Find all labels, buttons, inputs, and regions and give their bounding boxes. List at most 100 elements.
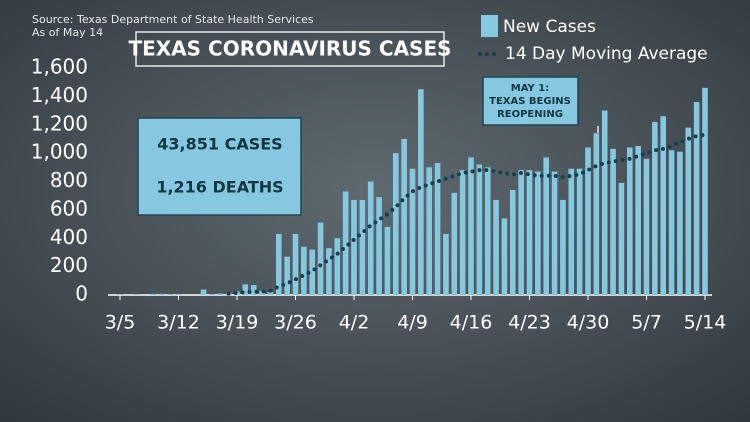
bar [618, 182, 625, 295]
bar [250, 285, 257, 295]
y-tick-label: 200 [50, 253, 88, 277]
bar [585, 147, 591, 295]
stat: 43,851 CASES [157, 135, 282, 154]
bar [242, 284, 249, 295]
y-tick-label: 800 [50, 168, 88, 192]
date-note: As of May 14 [32, 26, 103, 39]
bar [275, 233, 282, 295]
bar [601, 110, 608, 295]
bar [626, 147, 633, 295]
x-tick-label: 3/26 [274, 312, 317, 334]
bar [367, 181, 374, 295]
bar [693, 102, 700, 295]
bar [351, 199, 357, 295]
bar [284, 256, 290, 295]
chart-title: TEXAS CORONAVIRUS CASES [128, 37, 451, 61]
annotation: TEXAS BEGINS [489, 96, 571, 107]
bar [209, 294, 215, 295]
bar [317, 222, 324, 295]
bar [610, 148, 616, 295]
legend-label: New Cases [503, 17, 596, 37]
x-tick-label: 4/30 [567, 312, 610, 334]
bar [200, 289, 207, 295]
bar [451, 192, 458, 295]
y-tick-label: 0 [75, 282, 88, 306]
bar [267, 292, 274, 295]
bar [292, 233, 299, 295]
bar [526, 170, 533, 295]
bar [301, 246, 307, 295]
y-tick-label: 1,000 [31, 140, 88, 164]
x-tick-label: 4/23 [508, 312, 551, 334]
bar [660, 116, 667, 295]
bar [568, 168, 575, 295]
bar [359, 199, 366, 295]
bar [384, 226, 391, 295]
source: Source: Texas Department of State Health… [32, 13, 314, 26]
bar [392, 153, 399, 295]
bar [535, 171, 541, 295]
legend-label: 14 Day Moving Average [505, 44, 708, 64]
y-tick-label: 1,600 [31, 55, 88, 79]
bar [334, 238, 341, 295]
bar [434, 163, 441, 295]
bar [459, 170, 466, 295]
y-tick-label: 1,400 [31, 83, 88, 107]
x-tick-label: 4/16 [450, 312, 493, 334]
bar [476, 164, 483, 295]
legend-swatch [481, 15, 498, 37]
bar [576, 168, 583, 295]
x-tick-label: 3/5 [105, 312, 136, 334]
x-tick-label: 4/2 [339, 312, 370, 334]
title-box [135, 31, 445, 67]
x-tick-label: 3/19 [216, 312, 259, 334]
moving-average-line [226, 132, 707, 296]
bar [501, 218, 508, 295]
y-tick-label: 1,200 [31, 111, 88, 135]
bar [158, 293, 165, 295]
bar [409, 168, 416, 295]
stats-box [137, 117, 302, 216]
x-tick-label: 5/7 [631, 312, 662, 334]
bar [175, 294, 182, 295]
bar [551, 171, 558, 295]
bar [509, 190, 516, 295]
y-tick-label: 400 [50, 225, 88, 249]
bar [401, 138, 407, 295]
annotation: REOPENING [497, 109, 563, 120]
bar [668, 150, 675, 295]
bar [685, 127, 692, 296]
bar [635, 146, 641, 295]
bar [493, 199, 499, 295]
bar [484, 167, 491, 295]
bar [426, 167, 433, 295]
bar [560, 199, 566, 295]
bar [443, 233, 449, 295]
bar [326, 248, 332, 295]
stat: 1,216 DEATHS [156, 178, 283, 197]
bar [652, 121, 658, 295]
bar [468, 157, 474, 295]
bar [217, 293, 224, 295]
bar [418, 89, 424, 295]
bar [309, 249, 316, 295]
bar [342, 191, 349, 295]
y-tick-label: 600 [50, 196, 88, 220]
bar [702, 87, 708, 295]
bar [259, 290, 265, 295]
bar [643, 158, 650, 295]
annotation-box [482, 76, 579, 126]
bar [677, 151, 683, 295]
annotation: MAY 1: [511, 83, 549, 94]
bar [376, 197, 382, 295]
x-tick-label: 4/9 [397, 312, 428, 334]
bar [543, 157, 550, 295]
bar [167, 294, 173, 295]
bar [150, 293, 157, 295]
x-tick-label: 3/12 [157, 312, 200, 334]
bar [593, 133, 600, 295]
bar [518, 170, 524, 295]
x-tick-label: 5/14 [684, 312, 727, 334]
